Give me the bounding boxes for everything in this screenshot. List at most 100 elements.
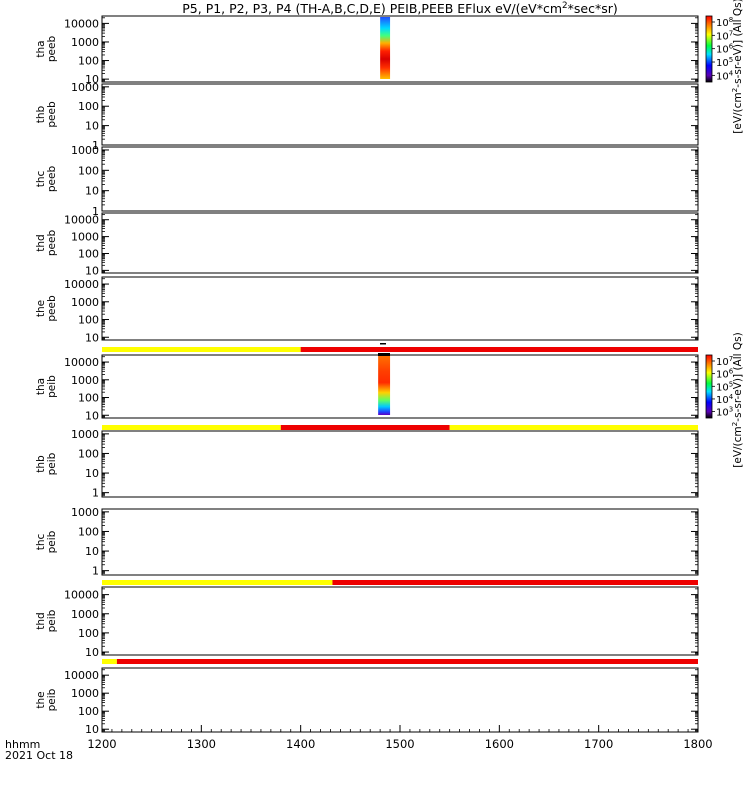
y-tick-label: 1000 bbox=[71, 81, 99, 94]
status-bar-red bbox=[280, 425, 450, 430]
panel-the-peib: 10 100 1000 10000 thepeib bbox=[35, 667, 699, 736]
x-tick-label: 1200 bbox=[87, 737, 116, 751]
panel-tha-peib: 10 100 1000 10000 thapeib bbox=[35, 354, 699, 430]
panel-thc-peeb: 1 10 100 1000 thcpeeb bbox=[35, 144, 699, 218]
y-tick-label: 1 bbox=[92, 487, 99, 500]
colorbar-title: [eV/(cm2-s-sr-eV)] (All Qs) bbox=[730, 332, 745, 467]
y-tick-label: 1 bbox=[92, 205, 99, 218]
y-tick-label: 1000 bbox=[71, 231, 99, 244]
colorbar-tick-label: 104 bbox=[716, 69, 734, 82]
y-tick-label: 10 bbox=[85, 264, 99, 277]
colorbar-tick-label: 103 bbox=[716, 406, 733, 419]
y-axis-label-thc-peeb: thcpeeb bbox=[35, 166, 58, 193]
y-tick-label: 1 bbox=[92, 139, 99, 152]
panel-tha-peeb: 10 100 1000 10000 thapeeb bbox=[35, 15, 699, 86]
y-tick-label: 10 bbox=[85, 73, 99, 86]
colorbar-tick-label: 105 bbox=[716, 380, 733, 393]
y-tick-label: 1000 bbox=[71, 144, 99, 157]
y-axis-label-thb-peib: thbpeib bbox=[35, 452, 58, 475]
y-tick-label: 10000 bbox=[64, 669, 99, 682]
colorbar-tick-label: 104 bbox=[716, 393, 734, 406]
x-tick-label: 1400 bbox=[286, 737, 315, 751]
spectrum-marker bbox=[380, 343, 386, 345]
x-axis-label: hhmm 2021 Oct 18 bbox=[5, 738, 73, 762]
panel-frame-the-peib bbox=[101, 667, 699, 733]
y-tick-label: 1000 bbox=[71, 608, 99, 621]
y-tick-label: 100 bbox=[78, 627, 99, 640]
y-tick-label: 100 bbox=[78, 392, 99, 405]
colorbar-tick-label: 107 bbox=[716, 355, 733, 368]
y-tick-label: 10 bbox=[85, 646, 99, 659]
spectrum-column-tha-peeb bbox=[380, 17, 391, 79]
panel-thb-peib: 1 10 100 1000 thbpeib bbox=[35, 428, 699, 500]
colorbar-tick-label: 108 bbox=[716, 16, 733, 29]
y-tick-label: 10 bbox=[85, 723, 99, 736]
y-axis-label-tha-peeb: thapeeb bbox=[35, 36, 58, 63]
panel-frame-tha-peeb bbox=[101, 15, 699, 83]
status-bar-yellow bbox=[449, 425, 698, 430]
panel-thd-peeb: 10 100 1000 10000 thdpeeb bbox=[35, 212, 699, 277]
panel-frame-thc-peeb bbox=[101, 146, 699, 212]
colorbar-tick-label: 106 bbox=[716, 43, 734, 56]
y-tick-label: 100 bbox=[78, 525, 99, 538]
x-axis: 1200 1300 1400 1500 1600 1700 1800 hhmm 2021 Oct… bbox=[5, 725, 713, 762]
y-tick-label: 10000 bbox=[64, 356, 99, 369]
y-axis-label-the-peib: thepeib bbox=[35, 688, 58, 711]
status-bar-yellow bbox=[102, 659, 117, 664]
y-tick-label: 10 bbox=[85, 120, 99, 133]
panel-frame-thd-peeb bbox=[101, 212, 699, 274]
y-tick-label: 1 bbox=[92, 565, 99, 578]
y-tick-label: 1000 bbox=[71, 428, 99, 441]
y-tick-label: 1000 bbox=[71, 506, 99, 519]
y-tick-label: 10 bbox=[85, 331, 99, 344]
y-axis-label-thc-peib: thcpeib bbox=[35, 530, 58, 553]
status-bar-red bbox=[300, 347, 698, 352]
y-tick-label: 10 bbox=[85, 467, 99, 480]
y-tick-label: 100 bbox=[78, 247, 99, 260]
y-tick-label: 1000 bbox=[71, 374, 99, 387]
y-tick-label: 100 bbox=[78, 314, 99, 327]
status-bar-yellow bbox=[102, 580, 333, 585]
panel-thc-peib: 1 10 100 1000 thcpeib bbox=[35, 506, 699, 585]
y-tick-label: 100 bbox=[78, 447, 99, 460]
colorbar-title: [eV/(cm2-s-sr-eV)] (All Qs) bbox=[730, 0, 745, 134]
y-tick-label: 10000 bbox=[64, 278, 99, 291]
colorbar-tick-label: 105 bbox=[716, 56, 733, 69]
panel-frame-thb-peib bbox=[101, 430, 699, 498]
x-tick-label: 1600 bbox=[485, 737, 514, 751]
y-axis-label-thb-peeb: thbpeeb bbox=[35, 101, 58, 128]
y-axis-label-thd-peib: thdpeib bbox=[35, 609, 58, 632]
panels-layer: 10100100010000thapeeb1101001000thbpeeb11… bbox=[35, 15, 699, 736]
y-tick-label: 100 bbox=[78, 164, 99, 177]
y-tick-label: 1000 bbox=[71, 687, 99, 700]
status-bar-red bbox=[332, 580, 698, 585]
y-axis-label-thd-peeb: thdpeeb bbox=[35, 230, 58, 257]
y-tick-label: 100 bbox=[78, 100, 99, 113]
y-tick-label: 1000 bbox=[71, 296, 99, 309]
x-tick-label: 1800 bbox=[683, 737, 712, 751]
y-tick-label: 100 bbox=[78, 55, 99, 68]
y-tick-label: 10 bbox=[85, 185, 99, 198]
panel-frame-thd-peib bbox=[101, 586, 699, 656]
spectrum-column-tha-peib bbox=[378, 356, 391, 415]
status-bar-yellow bbox=[102, 425, 281, 430]
panel-frame-thc-peib bbox=[101, 508, 699, 576]
panel-frame-the-peeb bbox=[101, 276, 699, 341]
panel-thb-peeb: 1 10 100 1000 thbpeeb bbox=[35, 81, 699, 152]
x-tick-label: 1300 bbox=[187, 737, 216, 751]
y-axis-label-the-peeb: thepeeb bbox=[35, 295, 58, 322]
ion-spectrum-markers bbox=[378, 343, 390, 356]
y-tick-label: 100 bbox=[78, 705, 99, 718]
status-bar-yellow bbox=[102, 347, 301, 352]
colorbar-gradient bbox=[705, 15, 713, 83]
panel-frame-thb-peeb bbox=[101, 83, 699, 146]
y-tick-label: 10000 bbox=[64, 214, 99, 227]
colorbar-gradient bbox=[705, 354, 713, 419]
y-axis-label-tha-peib: thapeib bbox=[35, 375, 58, 398]
y-tick-label: 10 bbox=[85, 545, 99, 558]
panel-the-peeb: 10 100 1000 10000 thepeeb bbox=[35, 276, 699, 352]
